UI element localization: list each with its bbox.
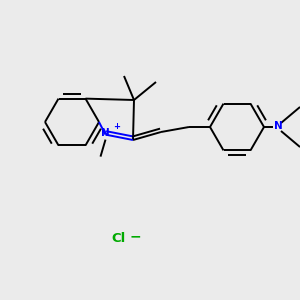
Text: +: +: [113, 122, 120, 131]
Text: Cl: Cl: [111, 232, 125, 244]
Text: N: N: [101, 128, 110, 138]
Text: N: N: [274, 121, 282, 131]
Text: −: −: [129, 229, 141, 243]
